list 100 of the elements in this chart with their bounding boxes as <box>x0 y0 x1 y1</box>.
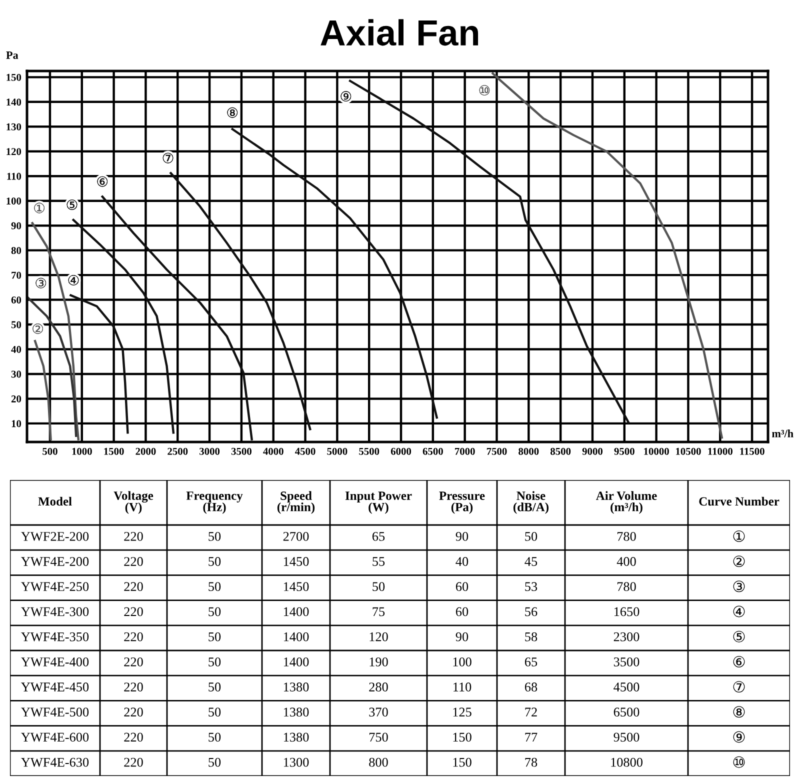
x-tick-label: 7500 <box>486 448 507 455</box>
text: 53 <box>525 582 538 592</box>
text: 1380 <box>284 732 309 742</box>
text: 120 <box>370 632 388 642</box>
category-label: Voltage (V) <box>114 491 154 514</box>
series-label: ⑧ <box>227 107 238 118</box>
text: 1380 <box>284 708 309 717</box>
y-tick-label: 30 <box>11 370 22 378</box>
x-tick-label: 4500 <box>295 448 316 455</box>
text: 150 <box>453 758 472 767</box>
text: 90 <box>456 532 468 541</box>
text: 220 <box>124 532 143 541</box>
y-tick-label: 10 <box>12 420 22 428</box>
category-label: Noise (dB/A) <box>513 491 549 514</box>
x-tick-label: 7000 <box>455 448 475 455</box>
y-tick-label: 70 <box>12 272 22 279</box>
x-tick-label: 5500 <box>359 448 380 455</box>
text: ② <box>733 556 745 568</box>
text: 280 <box>369 682 388 692</box>
text: 1450 <box>284 582 309 592</box>
text: 50 <box>208 582 221 592</box>
text: 1400 <box>284 657 309 666</box>
text: 50 <box>208 682 221 692</box>
text: 2300 <box>614 632 640 642</box>
x-tick-label: 6500 <box>422 448 443 455</box>
text: ① <box>733 530 745 542</box>
series-label: ① <box>34 202 44 214</box>
x-tick-label: 1500 <box>104 448 124 455</box>
text: 45 <box>524 557 538 566</box>
series-label: ⑨ <box>340 91 352 102</box>
text: 1650 <box>614 607 640 616</box>
text: YWF4E-630 <box>21 758 89 767</box>
text: 65 <box>372 532 385 541</box>
text: 3500 <box>614 657 640 666</box>
text: 1400 <box>284 607 309 616</box>
text: 125 <box>453 708 472 717</box>
line-series <box>70 294 129 434</box>
text: 56 <box>525 607 538 616</box>
x-tick-label: 8000 <box>518 448 539 455</box>
line-series <box>170 172 312 430</box>
y-tick-label: 100 <box>6 198 22 205</box>
text: YWF4E-450 <box>21 682 89 692</box>
text: 50 <box>525 532 538 541</box>
text: 220 <box>124 582 143 592</box>
category-label: Air Volume (m³/h) <box>596 491 657 514</box>
series-label: ⑤ <box>66 200 78 210</box>
text: 50 <box>208 732 221 742</box>
text: 220 <box>124 708 143 717</box>
chart-title: Axial Fan <box>320 19 478 46</box>
x-tick-label: 9000 <box>582 448 603 455</box>
text: 50 <box>208 632 221 642</box>
text: 50 <box>208 758 221 767</box>
y-tick-label: 150 <box>6 74 22 81</box>
text: 55 <box>372 557 385 566</box>
series-label: ④ <box>68 275 79 286</box>
text: ⑧ <box>733 706 745 718</box>
text: 110 <box>454 682 472 692</box>
text: 72 <box>525 708 537 716</box>
text: 10800 <box>611 758 642 767</box>
text: 100 <box>453 657 472 666</box>
line-series <box>31 222 80 440</box>
series-label: ③ <box>36 278 46 288</box>
series-label: ⑦ <box>162 152 174 164</box>
text: YWF4E-350 <box>21 632 89 642</box>
text: 60 <box>456 607 468 616</box>
x-tick-label: 500 <box>42 448 58 455</box>
text: 780 <box>617 582 636 592</box>
text: 58 <box>525 632 538 642</box>
x-axis-title: m³/h <box>772 430 794 438</box>
line-series <box>27 296 78 437</box>
text: ⑦ <box>733 681 745 693</box>
y-tick-label: 140 <box>6 98 22 106</box>
text: 50 <box>208 708 221 717</box>
text: ④ <box>733 606 745 618</box>
text: YWF4E-400 <box>21 657 89 666</box>
x-tick-label: 6000 <box>390 448 412 455</box>
category-label: Frequency (Hz) <box>186 492 243 514</box>
x-tick-label: 5000 <box>327 448 348 455</box>
text: 9500 <box>614 732 640 742</box>
text: YWF2E-200 <box>21 532 89 541</box>
x-tick-label: 3500 <box>231 448 252 455</box>
text: 4500 <box>614 682 640 692</box>
text: 40 <box>456 557 468 566</box>
text: 220 <box>124 632 143 642</box>
series-label: ⑥ <box>97 176 108 187</box>
line-series <box>492 72 723 439</box>
text: 400 <box>616 557 636 566</box>
text: 77 <box>525 732 538 742</box>
y-tick-label: 80 <box>11 247 22 254</box>
text: 50 <box>208 557 221 566</box>
text: 6500 <box>614 708 640 717</box>
text: 75 <box>372 607 385 616</box>
text: 370 <box>369 708 388 717</box>
y-tick-label: 130 <box>6 123 22 130</box>
y-tick-label: 110 <box>7 172 22 180</box>
text: 2700 <box>283 532 309 541</box>
y-axis-title: Pa <box>6 52 18 59</box>
y-tick-label: 90 <box>11 222 22 230</box>
y-tick-label: 20 <box>11 395 22 402</box>
text: 1300 <box>284 758 309 767</box>
